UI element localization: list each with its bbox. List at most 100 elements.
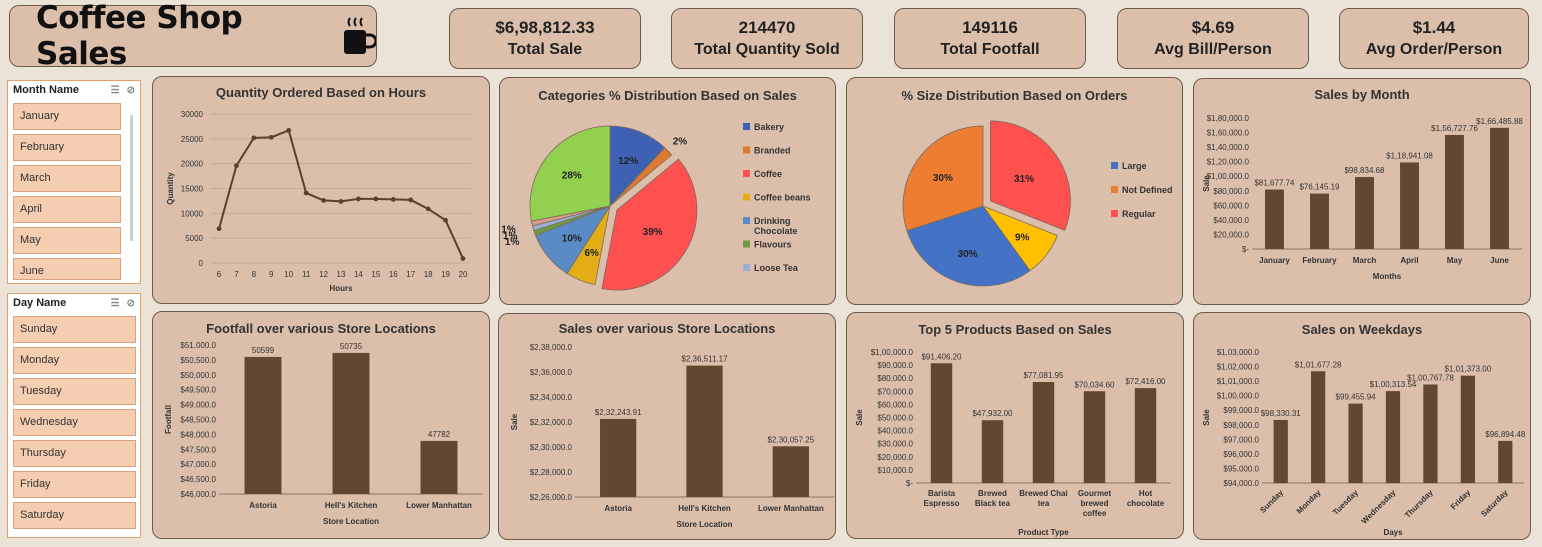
bar — [1134, 388, 1157, 483]
slicer-item-june[interactable]: June — [13, 258, 121, 280]
x-tick-label: Hell's Kitchen — [678, 504, 731, 513]
data-point — [234, 163, 239, 169]
slicer-item-monday[interactable]: Monday — [13, 347, 136, 374]
data-label: $1,18,941.08 — [1386, 151, 1433, 160]
chart-top-products: Top 5 Products Based on Sales $- $10,000.0… — [846, 312, 1184, 539]
chart-sales-by-month: Sales by Month $- $20,000.0 $40,000.0 $60,00… — [1193, 78, 1531, 305]
slice-label: 10% — [562, 234, 582, 245]
legend-label: Coffee beans — [754, 193, 811, 203]
legend-label: Loose Tea — [754, 263, 799, 273]
kpi-avg-order: $1.44 Avg Order/Person — [1339, 8, 1529, 69]
data-point — [251, 135, 257, 141]
x-axis-label: Hours — [329, 284, 353, 293]
data-point — [338, 199, 344, 204]
y-tick-label: $- — [1242, 245, 1249, 254]
x-tick-label: Astoria — [604, 504, 632, 513]
chart-sales-locations: Sales over various Store Locations $2,26,… — [498, 313, 836, 540]
slicer-item-saturday[interactable]: Saturday — [13, 502, 136, 529]
y-tick-label: $49,000.0 — [180, 401, 216, 410]
y-tick-label: 5000 — [185, 234, 203, 243]
kpi-value: 214470 — [738, 18, 796, 37]
bar — [1265, 189, 1284, 249]
multi-select-icon[interactable]: ☰ — [110, 297, 120, 309]
slicer-item-wednesday[interactable]: Wednesday — [13, 409, 136, 436]
slicer-header: Day Name — [13, 297, 67, 309]
x-tick-label: January — [1259, 256, 1290, 265]
x-tick-label: Barista — [928, 489, 956, 498]
x-tick-label: 11 — [302, 270, 311, 279]
slice-label: 1% — [505, 237, 520, 248]
slicer-item-thursday[interactable]: Thursday — [13, 440, 136, 467]
y-axis-label: Quantity — [166, 172, 175, 205]
x-tick-label: 9 — [269, 270, 274, 279]
x-tick-label: brewed — [1080, 499, 1108, 508]
legend-label: Drinking — [754, 216, 791, 226]
kpi-label: Avg Order/Person — [1365, 41, 1503, 58]
y-tick-label: $40,000.0 — [877, 427, 913, 436]
slicer-item-march[interactable]: March — [13, 165, 121, 192]
bar — [1310, 193, 1329, 249]
slicer-item-may[interactable]: May — [13, 227, 121, 254]
x-tick-label: Hell's Kitchen — [325, 501, 378, 510]
data-point — [303, 190, 309, 196]
bar — [1032, 382, 1055, 483]
data-point — [390, 197, 396, 202]
x-tick-label: 10 — [284, 270, 293, 279]
slicer-item-sunday[interactable]: Sunday — [13, 316, 136, 343]
data-point — [321, 198, 326, 203]
slicer-item-april[interactable]: April — [13, 196, 121, 223]
data-label: $2,36,511.17 — [681, 355, 728, 364]
slice-label: 6% — [585, 248, 600, 259]
bar — [1348, 403, 1363, 483]
kpi-total-quantity: 214470 Total Quantity Sold — [671, 8, 863, 69]
kpi-label: Total Sale — [507, 41, 583, 58]
clear-filter-icon[interactable]: ⊘ — [126, 84, 135, 96]
y-tick-label: $2,34,000.0 — [530, 393, 573, 402]
kpi-avg-bill: $4.69 Avg Bill/Person — [1117, 8, 1309, 69]
x-tick-label: Hot — [1139, 489, 1153, 498]
kpi-value: $6,98,812.33 — [495, 18, 595, 37]
chart-title: Quantity Ordered Based on Hours — [216, 85, 426, 100]
x-tick-label: Monday — [1295, 488, 1323, 516]
x-tick-label: Tuesday — [1331, 488, 1360, 517]
pie-slice — [990, 120, 1071, 231]
chart-svg: Sales on Weekdays $94,000.0 $95,000.0 $96,0… — [1202, 322, 1526, 537]
legend-label: Bakery — [754, 122, 784, 132]
clear-filter-icon[interactable]: ⊘ — [126, 297, 135, 309]
y-tick-label: $48,000.0 — [180, 430, 216, 439]
data-label: $2,32,243.91 — [595, 408, 642, 417]
multi-select-icon[interactable]: ☰ — [110, 84, 120, 96]
slicer-item-february[interactable]: February — [13, 134, 121, 161]
x-tick-label: May — [1447, 256, 1463, 265]
data-point — [408, 197, 414, 203]
slicer-item-tuesday[interactable]: Tuesday — [13, 378, 136, 405]
y-tick-label: $80,000.0 — [1213, 187, 1249, 196]
slicer-item-friday[interactable]: Friday — [13, 471, 136, 498]
scrollbar[interactable] — [130, 115, 133, 241]
chart-title: Sales on Weekdays — [1302, 322, 1422, 337]
x-axis-label: Store Location — [676, 520, 732, 529]
y-tick-label: $1,03,000.0 — [1217, 348, 1260, 357]
x-axis-label: Product Type — [1018, 528, 1069, 537]
coffee-cup-icon — [342, 16, 378, 56]
y-axis-label: Sale — [855, 409, 864, 426]
x-tick-label: 18 — [424, 270, 433, 279]
y-tick-label: $10,000.0 — [877, 466, 913, 475]
chart-title: Categories % Distribution Based on Sales — [538, 88, 797, 103]
y-tick-label: $80,000.0 — [877, 374, 913, 383]
chart-title: Sales over various Store Locations — [559, 321, 776, 336]
day-slicer[interactable]: Day Name ☰ ⊘ Sunday Monday Tuesday Wedne… — [7, 293, 141, 538]
y-axis-label: Sale — [1202, 409, 1211, 426]
x-tick-label: Brewed — [978, 489, 1007, 498]
y-tick-label: $48,500.0 — [180, 416, 216, 425]
x-tick-label: 14 — [354, 270, 363, 279]
data-label: $1,56,727.76 — [1431, 124, 1478, 133]
month-slicer[interactable]: Month Name ☰ ⊘ January February March Ap… — [7, 80, 141, 284]
bar — [772, 446, 809, 497]
x-tick-label: 7 — [234, 270, 239, 279]
slicer-item-january[interactable]: January — [13, 103, 121, 130]
chart-svg: Sales over various Store Locations $2,26,… — [510, 321, 834, 529]
x-tick-label: Lower Manhattan — [406, 501, 472, 510]
slice-label: 31% — [1014, 174, 1034, 185]
y-axis-label: Footfall — [164, 405, 173, 434]
